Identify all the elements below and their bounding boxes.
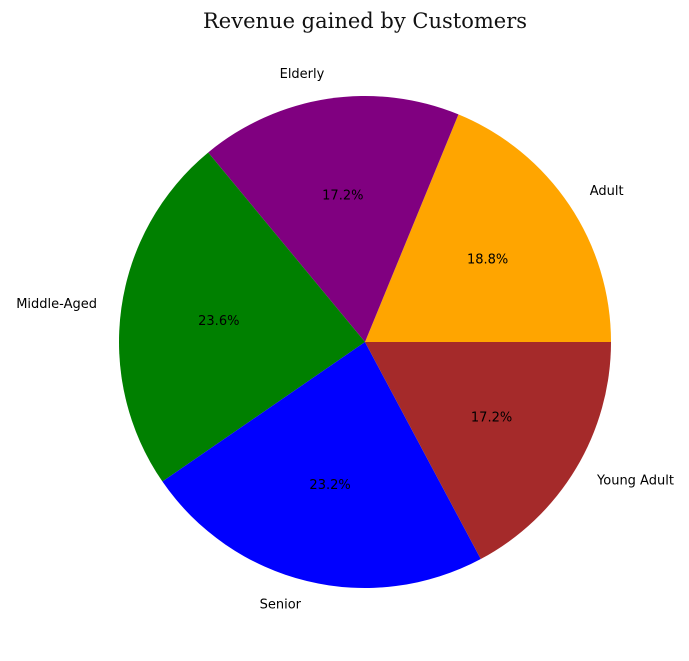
- chart-title: Revenue gained by Customers: [203, 9, 527, 33]
- pie-slice-elderly: [208, 95, 459, 342]
- slice-label-senior: Senior: [260, 597, 302, 612]
- pie-labels: Adult 18.8% Elderly 17.2% Middle-Aged 23.6% Se…: [16, 67, 674, 612]
- slice-percent-middle-aged: 23.6%: [198, 314, 239, 329]
- pie-slice-adult: [365, 114, 611, 343]
- slice-percent-adult: 18.8%: [467, 252, 508, 267]
- slice-percent-elderly: 17.2%: [322, 189, 363, 204]
- slice-label-middle-aged: Middle-Aged: [16, 297, 97, 312]
- pie-slices: [119, 95, 611, 589]
- slice-label-elderly: Elderly: [280, 67, 325, 82]
- pie-slice-senior: [162, 342, 481, 589]
- slice-percent-senior: 23.2%: [309, 478, 350, 493]
- slice-label-adult: Adult: [590, 184, 624, 199]
- pie-slice-middle-aged: [119, 152, 365, 482]
- slice-label-young-adult: Young Adult: [596, 474, 674, 489]
- pie-slice-young-adult: [365, 342, 611, 560]
- slice-percent-young-adult: 17.2%: [471, 410, 512, 425]
